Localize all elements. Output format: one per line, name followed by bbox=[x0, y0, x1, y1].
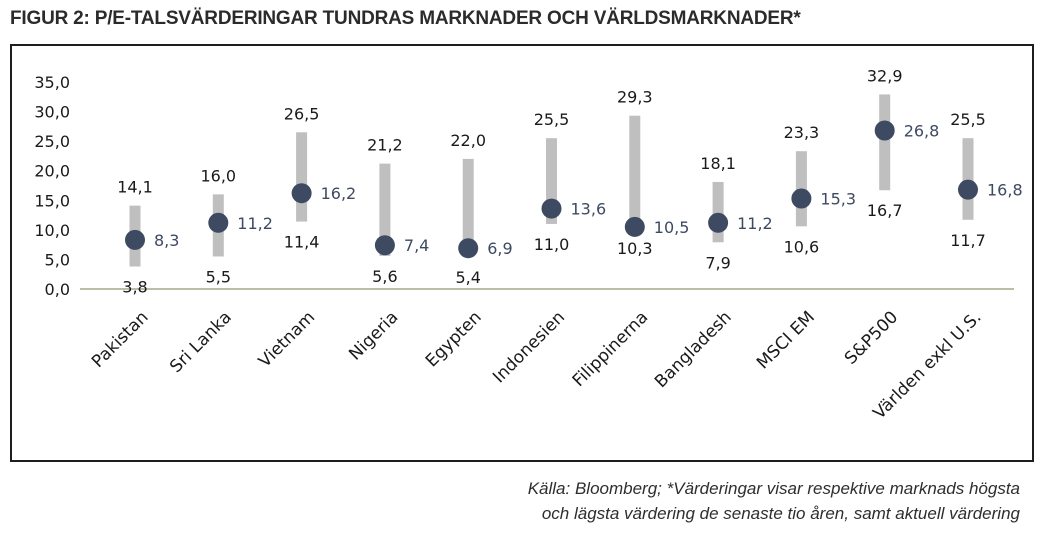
pe-range-chart: 0,0 5,0 10,0 15,0 20,0 25,0 30,0 35,0 14,1 3,8 8,3… bbox=[34, 66, 1023, 423]
category-label: Sri Lanka bbox=[166, 307, 236, 377]
category-label: Egypten bbox=[422, 307, 486, 371]
high-value-label: 25,5 bbox=[534, 110, 570, 129]
current-marker bbox=[958, 179, 978, 200]
low-value-label: 5,4 bbox=[455, 268, 480, 287]
low-value-label: 11,4 bbox=[284, 233, 320, 252]
current-value-label: 10,5 bbox=[654, 218, 690, 237]
current-value-label: 26,8 bbox=[904, 121, 940, 140]
y-tick-label: 35,0 bbox=[34, 73, 70, 92]
category-label: Filippinerna bbox=[569, 307, 653, 391]
current-value-label: 11,2 bbox=[237, 214, 273, 233]
current-marker bbox=[541, 198, 562, 219]
high-value-label: 14,1 bbox=[117, 178, 153, 197]
range-bar bbox=[962, 138, 974, 220]
high-value-label: 29,3 bbox=[617, 88, 653, 107]
current-value-label: 16,8 bbox=[987, 181, 1023, 200]
y-tick-label: 25,0 bbox=[34, 132, 70, 151]
high-value-label: 26,5 bbox=[284, 104, 320, 123]
current-marker bbox=[874, 120, 895, 141]
category-label: MSCI EM bbox=[753, 307, 819, 373]
category-label: S&P500 bbox=[841, 307, 902, 368]
high-value-label: 25,5 bbox=[950, 110, 986, 129]
y-tick-label: 30,0 bbox=[34, 103, 70, 122]
figure-title: FIGUR 2: P/E-TALSVÄRDERINGAR TUNDRAS MAR… bbox=[10, 8, 801, 29]
range-bar bbox=[462, 158, 474, 258]
range-bar bbox=[712, 181, 724, 243]
range-bar bbox=[879, 94, 891, 191]
low-value-label: 10,3 bbox=[617, 239, 653, 258]
low-value-label: 11,0 bbox=[534, 235, 570, 254]
current-marker bbox=[291, 183, 312, 204]
current-value-label: 16,2 bbox=[321, 184, 357, 203]
current-value-label: 13,6 bbox=[571, 200, 607, 219]
low-value-label: 5,5 bbox=[206, 267, 231, 286]
high-value-label: 18,1 bbox=[700, 154, 736, 173]
current-value-label: 7,4 bbox=[404, 236, 429, 255]
category-label: Bangladesh bbox=[651, 307, 736, 392]
high-value-label: 21,2 bbox=[367, 136, 403, 155]
y-tick-label: 20,0 bbox=[34, 162, 70, 181]
current-marker bbox=[125, 229, 145, 250]
y-tick-label: 5,0 bbox=[45, 250, 70, 269]
current-marker bbox=[708, 212, 729, 233]
low-value-label: 10,6 bbox=[784, 237, 820, 256]
current-value-label: 15,3 bbox=[820, 190, 856, 209]
low-value-label: 11,7 bbox=[950, 231, 986, 250]
y-tick-label: 10,0 bbox=[34, 221, 70, 240]
category-label: Nigeria bbox=[345, 307, 402, 364]
source-note: Källa: Bloomberg; *Värderingar visar res… bbox=[528, 476, 1020, 526]
low-value-label: 7,9 bbox=[705, 253, 730, 272]
high-value-label: 23,3 bbox=[784, 123, 820, 142]
range-bar bbox=[296, 132, 308, 222]
source-line-2: och lägsta värdering de senaste tio åren… bbox=[541, 504, 1020, 523]
source-line-1: Källa: Bloomberg; *Värderingar visar res… bbox=[527, 479, 1020, 498]
current-marker bbox=[374, 235, 395, 256]
range-bar bbox=[629, 115, 641, 229]
current-value-label: 11,2 bbox=[737, 214, 773, 233]
range-bar bbox=[546, 138, 557, 224]
chart-frame: 0,0 5,0 10,0 15,0 20,0 25,0 30,0 35,0 14,1 3,8 8,3… bbox=[10, 44, 1034, 462]
high-value-label: 22,0 bbox=[450, 131, 486, 150]
current-marker bbox=[624, 216, 645, 237]
low-value-label: 16,7 bbox=[867, 201, 903, 220]
low-value-label: 3,8 bbox=[122, 278, 147, 297]
current-marker bbox=[208, 212, 229, 233]
current-value-label: 6,9 bbox=[487, 239, 512, 258]
current-value-label: 8,3 bbox=[154, 231, 179, 250]
high-value-label: 32,9 bbox=[867, 66, 903, 85]
y-tick-label: 15,0 bbox=[34, 191, 70, 210]
category-label: Indonesien bbox=[489, 307, 569, 387]
category-label: Vietnam bbox=[255, 307, 319, 371]
current-marker bbox=[458, 238, 479, 259]
category-label: Pakistan bbox=[88, 307, 152, 371]
y-tick-label: 0,0 bbox=[45, 280, 70, 299]
range-bar bbox=[379, 163, 391, 256]
current-marker bbox=[791, 188, 812, 209]
high-value-label: 16,0 bbox=[200, 166, 236, 185]
low-value-label: 5,6 bbox=[372, 267, 397, 286]
